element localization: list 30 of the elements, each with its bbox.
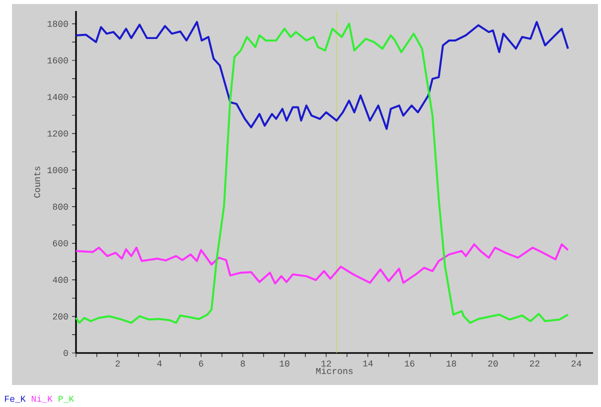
text: Ni_K [32,395,53,403]
y-tick-label: 1000 [48,167,68,174]
y-tick-label: 1600 [48,57,68,64]
x-tick-label: 2 [116,360,120,367]
y-tick-label: 600 [53,240,68,246]
x-axis-title: Microns [316,367,353,374]
text: Fe_K [5,396,26,403]
y-tick-label: 1400 [48,94,68,100]
y-axis-title: Counts [34,166,40,198]
x-tick-label: 8 [240,360,245,367]
x-tick-label: 6 [199,360,204,367]
line-series [75,243,569,284]
x-tick-label: 24 [572,360,582,367]
y-tick-label: 1800 [48,20,68,27]
x-tick-label: 20 [488,360,498,367]
y-tick-label: 200 [52,313,68,320]
y-tick-label: 1200 [48,130,68,137]
x-tick-label: 14 [363,360,373,366]
text: P_K [58,396,74,403]
x-tick-label: 18 [446,360,456,367]
line-series [75,20,569,130]
x-tick-label: 12 [321,360,331,367]
line-series [75,22,569,324]
y-tick-label: 800 [52,204,68,210]
x-tick-label: 10 [280,360,290,367]
y-tick-label: 400 [52,276,68,283]
x-tick-label: 4 [157,360,162,366]
x-tick-label: 22 [530,360,540,367]
x-tick-label: 16 [404,360,414,367]
y-tick-label: 0 [64,350,68,356]
